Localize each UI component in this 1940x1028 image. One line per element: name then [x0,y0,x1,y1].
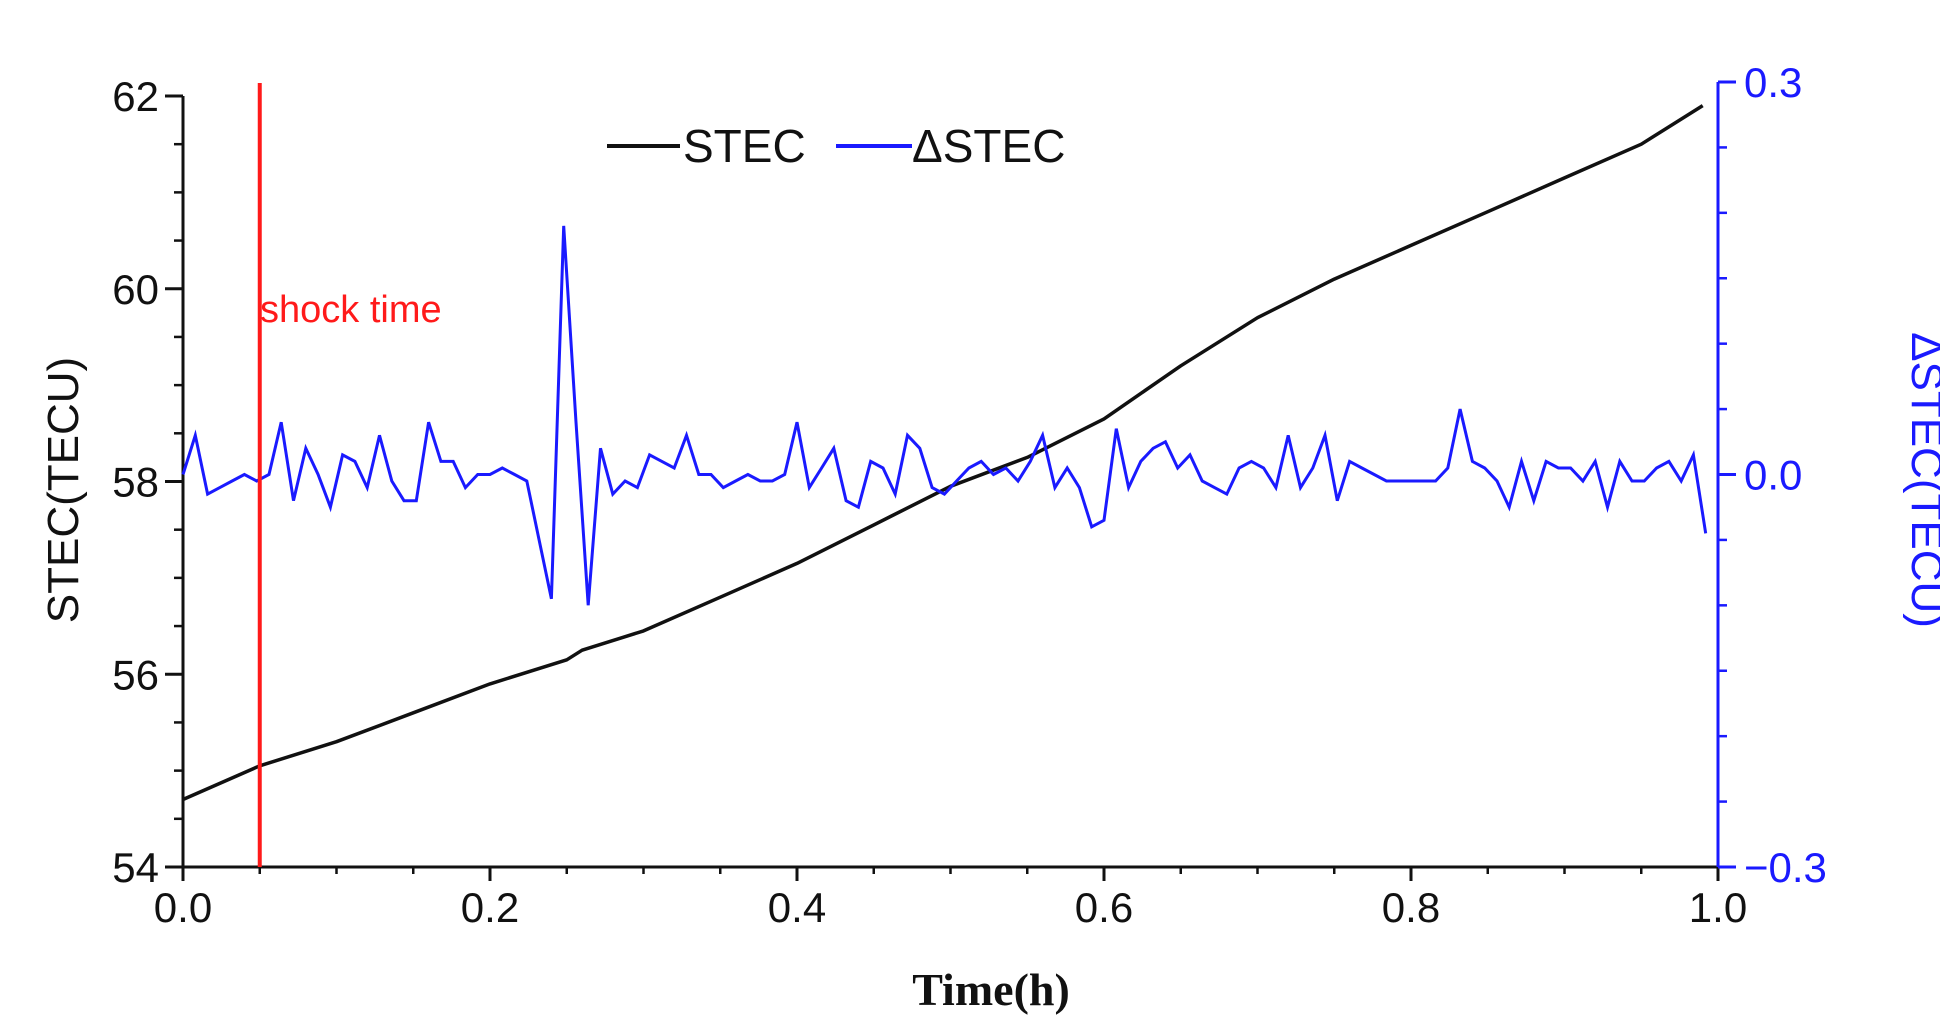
legend-label-stec: STEC [683,120,806,172]
y-tick-label-left: 54 [112,844,159,891]
x-axis-label: Time(h) [912,964,1070,1015]
y-tick-label-left: 62 [112,73,159,120]
y-axis-label-right: ΔSTEC(TECU) [1902,332,1940,628]
y-tick-label-left: 58 [112,459,159,506]
y-tick-label-left: 60 [112,266,159,313]
x-tick-label: 1.0 [1689,884,1747,931]
y-tick-label-left: 56 [112,651,159,698]
x-tick-label: 0.8 [1382,884,1440,931]
y-tick-label-right: −0.3 [1744,844,1827,891]
x-tick-label: 0.6 [1075,884,1133,931]
series-line-dstec [181,225,1708,606]
y-axis-label-left: STEC(TECU) [39,357,88,623]
series-line-stec [182,104,1704,802]
y-tick-label-right: 0.0 [1744,452,1802,499]
legend-label-dstec: ΔSTEC [912,120,1065,172]
x-tick-label: 0.4 [768,884,826,931]
x-tick-label: 0.0 [154,884,212,931]
shock-time-label: shock time [260,289,442,331]
x-tick-label: 0.2 [461,884,519,931]
axes [181,82,1720,869]
legend: STEC ΔSTEC [607,120,1065,172]
y-tick-label-right: 0.3 [1744,59,1802,106]
